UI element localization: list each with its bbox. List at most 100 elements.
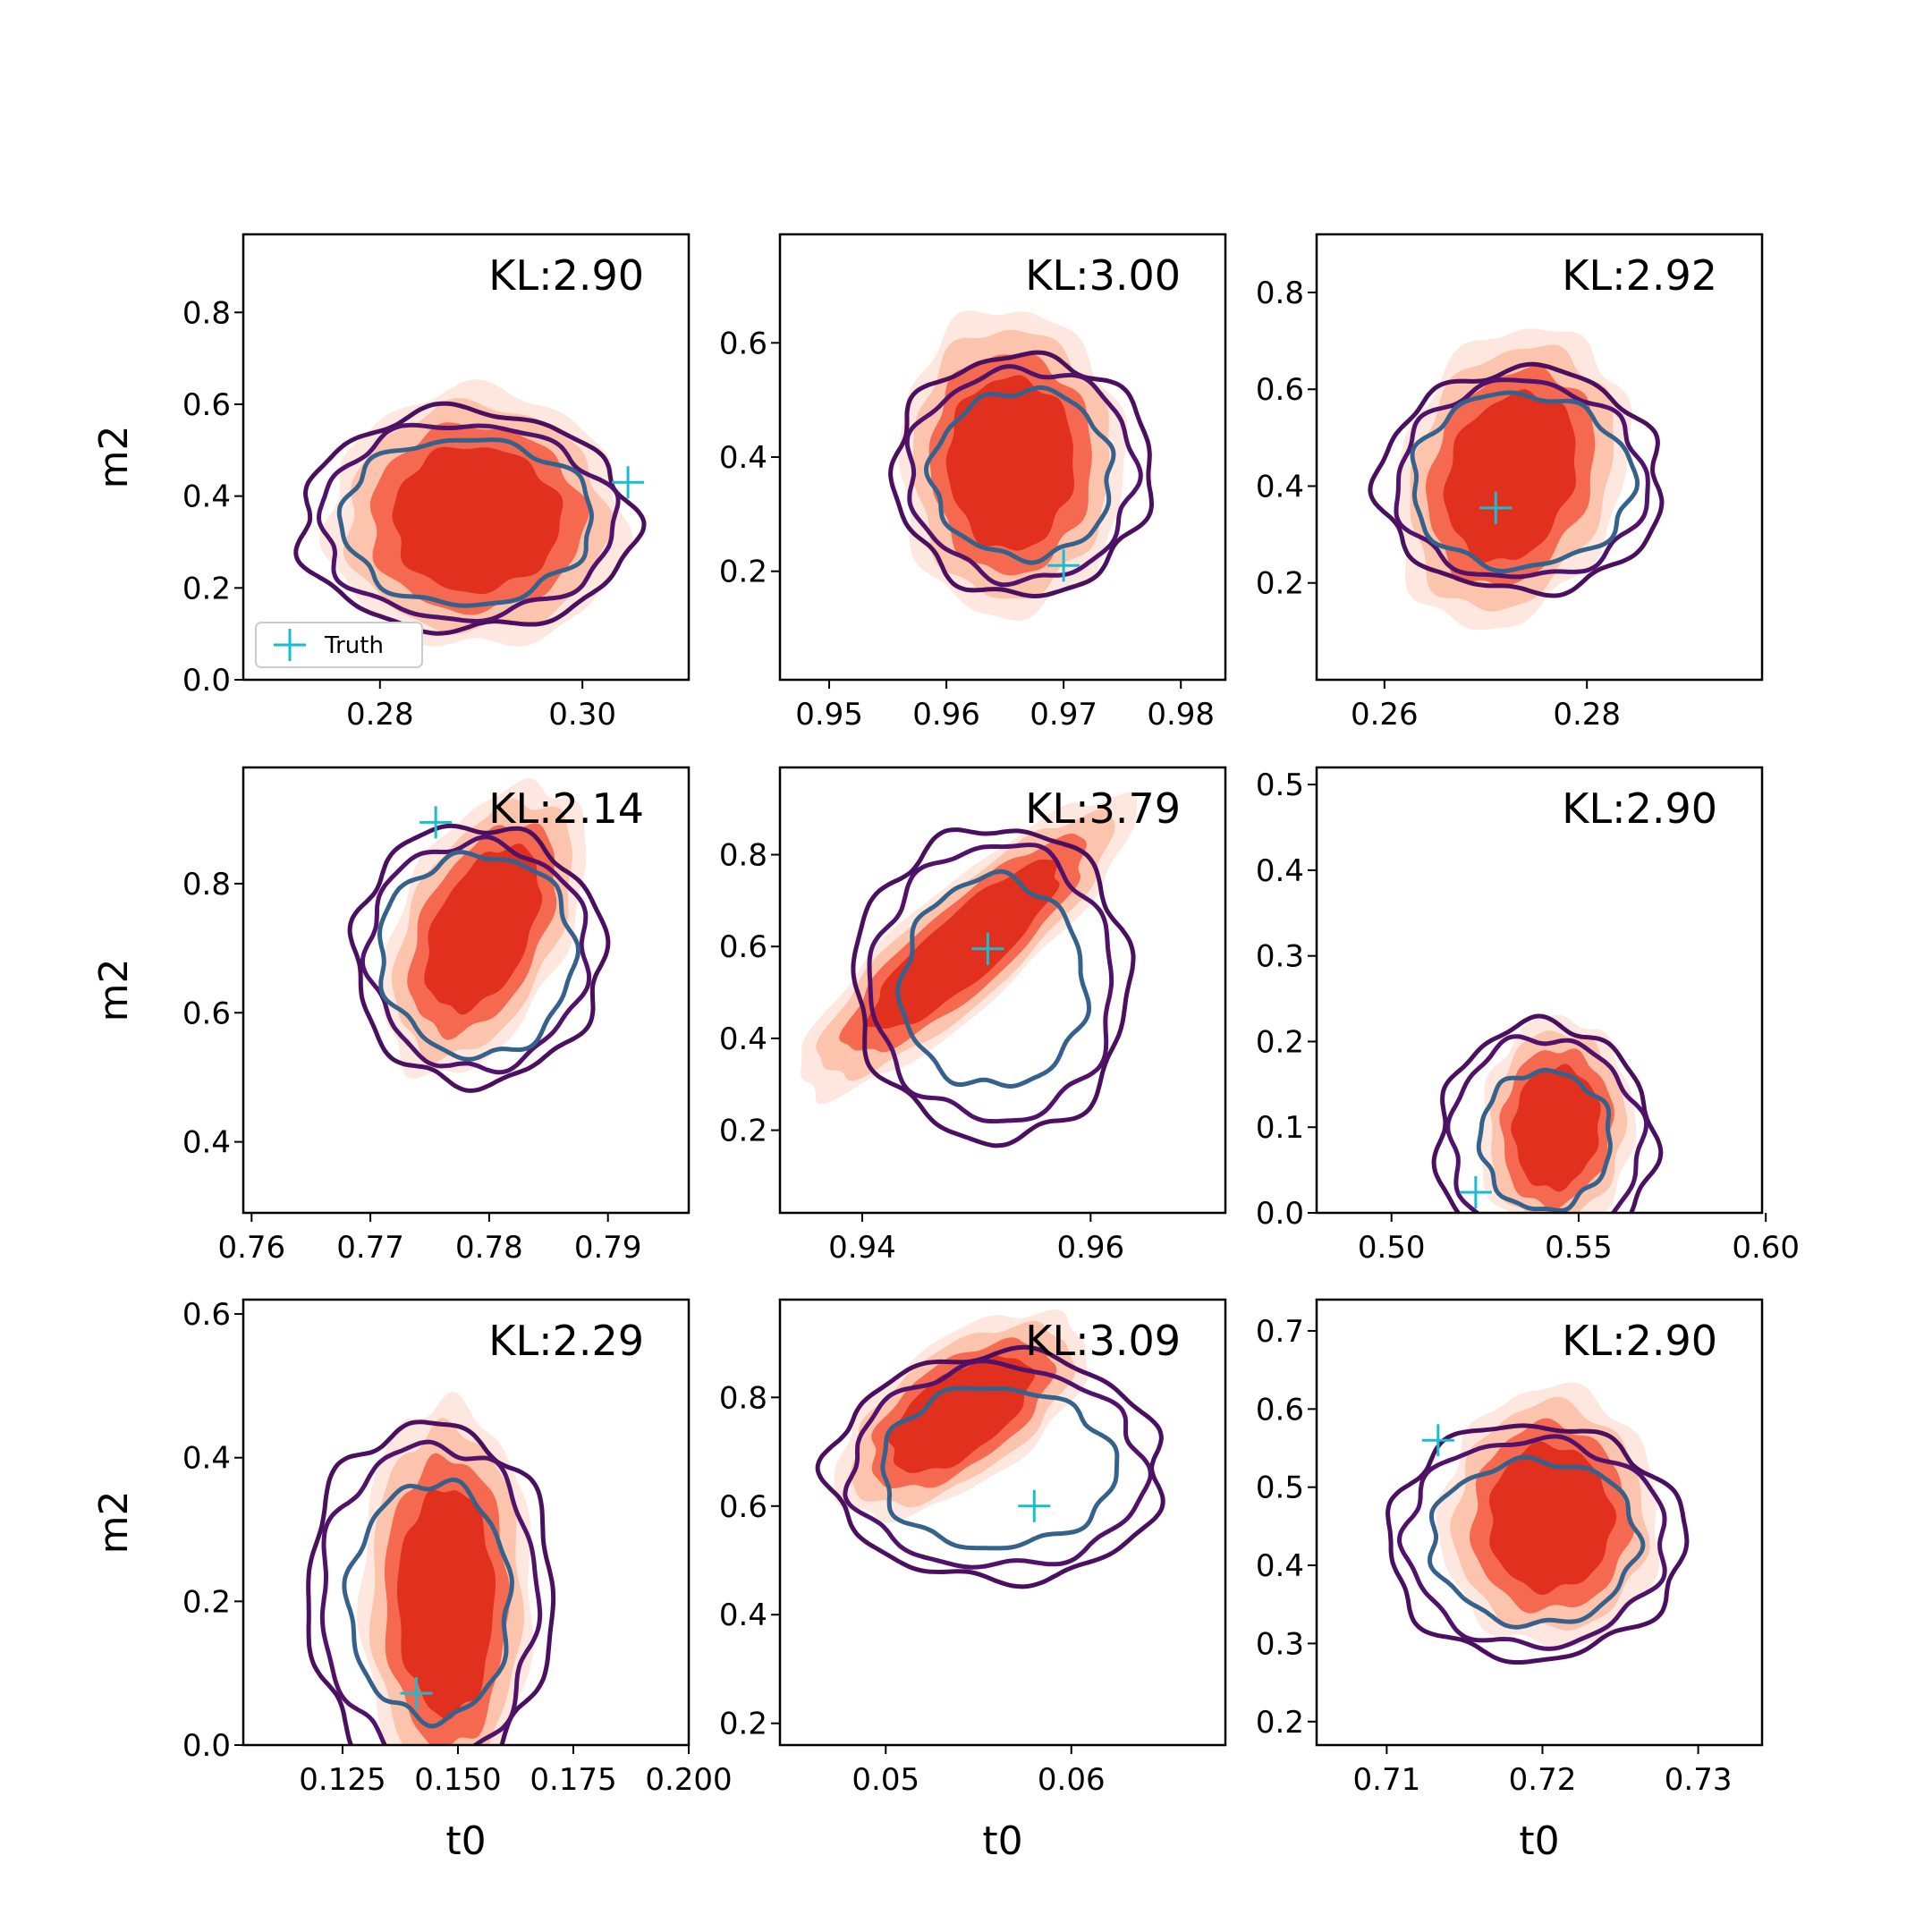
reference-contour-inner [895, 869, 1092, 1089]
x-tick-label: 0.60 [1732, 1230, 1800, 1266]
x-tick-label: 0.28 [1553, 697, 1621, 733]
plot-area [1431, 1013, 1664, 1213]
x-tick-label: 0.175 [530, 1762, 616, 1798]
subplot-1: 0.28 0.30 0.0 0.2 0.4 0.6 0.8 KL:2.90 m2 Truth [91, 233, 691, 733]
y-axis-label: m2 [91, 959, 137, 1022]
posterior-fill-level-4 [1443, 389, 1577, 564]
reference-contour-middle [904, 364, 1143, 588]
x-tick-label: 0.150 [414, 1762, 501, 1798]
x-tick-label: 0.94 [828, 1230, 896, 1266]
y-tick-label: 0.4 [1256, 1548, 1304, 1584]
kl-annotation: KL:3.00 [1025, 251, 1181, 300]
reference-contour-outer [347, 823, 611, 1093]
x-tick-label: 0.96 [912, 697, 980, 733]
kl-annotation: KL:2.92 [1562, 251, 1717, 300]
posterior-fill-level-4 [392, 446, 564, 595]
y-tick-label: 0.2 [1256, 1705, 1304, 1741]
reference-contour-inner [880, 1385, 1120, 1551]
y-tick-label: 0.4 [1256, 469, 1304, 504]
y-tick-label: 0.6 [182, 996, 231, 1031]
y-tick-label: 0.6 [1256, 1392, 1304, 1428]
y-tick-label: 0.8 [719, 838, 767, 874]
plot-area [347, 778, 611, 1093]
x-axis-label: t0 [445, 1818, 486, 1864]
axes-frame [1315, 233, 1764, 682]
y-axis-label: m2 [91, 1491, 137, 1555]
posterior-fill-level-4 [424, 843, 543, 1015]
reference-contour-middle [1394, 377, 1650, 580]
axes-frame [1315, 1298, 1764, 1747]
x-axis-label: t0 [1519, 1818, 1559, 1864]
y-tick-label: 0.4 [182, 1441, 231, 1477]
kl-annotation: KL:3.09 [1025, 1317, 1181, 1365]
x-tick-label: 0.72 [1509, 1762, 1577, 1798]
y-tick-label: 0.2 [719, 1707, 767, 1742]
reference-contour-inner [1410, 390, 1640, 574]
plot-area [888, 310, 1155, 622]
y-tick-label: 0.5 [1256, 767, 1304, 803]
reference-contour-middle [1445, 1034, 1649, 1213]
axes-frame [242, 233, 691, 682]
plot-area [1385, 1382, 1690, 1665]
y-tick-label: 0.4 [182, 479, 231, 515]
x-tick-label: 0.76 [217, 1230, 285, 1266]
posterior-fill-level-4 [1488, 1441, 1617, 1595]
y-tick-label: 0.7 [1256, 1314, 1304, 1350]
x-tick-label: 0.30 [548, 697, 616, 733]
reference-contour-inner [377, 850, 580, 1062]
legend: Truth [255, 622, 423, 668]
y-tick-label: 0.4 [182, 1125, 231, 1161]
x-tick-label: 0.95 [795, 697, 863, 733]
y-tick-label: 0.8 [182, 867, 231, 902]
y-tick-label: 0.0 [182, 663, 231, 699]
x-tick-label: 0.125 [299, 1762, 386, 1798]
reference-contour-outer [293, 401, 647, 636]
x-tick-label: 0.71 [1353, 1762, 1421, 1798]
y-tick-label: 0.6 [719, 326, 767, 361]
reference-contour-middle [867, 843, 1114, 1124]
subplot-8: 0.05 0.06 0.2 0.4 0.6 0.8 KL:3.09 t0 [719, 1298, 1227, 1864]
y-tick-label: 0.5 [1256, 1470, 1304, 1506]
subplot-2: 0.95 0.96 0.97 0.98 0.2 0.4 0.6 KL:3.00 [719, 233, 1227, 733]
x-tick-label: 0.05 [852, 1762, 919, 1798]
y-tick-label: 0.1 [1256, 1110, 1304, 1146]
y-tick-label: 0.8 [719, 1380, 767, 1416]
subplot-6: 0.50 0.55 0.60 0.0 0.1 0.2 0.3 0.4 0.5 KL:2.90 [1256, 766, 1800, 1266]
axes-frame [778, 766, 1227, 1215]
subplot-7: 0.125 0.150 0.175 0.200 0.0 0.2 0.4 0.6 KL:2.29 t… [91, 1297, 733, 1864]
posterior-fill-level-4 [887, 1354, 1036, 1473]
reference-contour-outer [1368, 361, 1665, 598]
axes-frame [242, 1298, 691, 1747]
x-axis-label: t0 [982, 1818, 1022, 1864]
subplot-3: 0.26 0.28 0.2 0.4 0.6 0.8 KL:2.92 [1256, 233, 1764, 733]
y-tick-label: 0.2 [1256, 1024, 1304, 1060]
x-tick-label: 0.06 [1038, 1762, 1106, 1798]
reference-contour-inner [1476, 1067, 1613, 1213]
y-tick-label: 0.3 [1256, 939, 1304, 975]
x-tick-label: 0.200 [645, 1762, 732, 1798]
x-tick-label: 0.28 [346, 697, 414, 733]
y-tick-label: 0.4 [719, 1597, 767, 1633]
kl-annotation: KL:3.79 [1025, 784, 1181, 833]
y-tick-label: 0.6 [719, 1489, 767, 1525]
reference-contour-outer [1431, 1013, 1664, 1213]
y-tick-label: 0.2 [1256, 566, 1304, 602]
legend-frame [255, 622, 423, 668]
axes-frame [242, 766, 691, 1215]
posterior-fill-level-4 [945, 375, 1075, 551]
reference-contour-inner [336, 437, 594, 608]
y-tick-label: 0.6 [1256, 372, 1304, 408]
subplot-9: 0.71 0.72 0.73 0.2 0.3 0.4 0.5 0.6 0.7 KL:2.90 t0 [1256, 1298, 1764, 1864]
posterior-fill-level-4 [396, 1489, 496, 1720]
y-tick-label: 0.2 [182, 571, 231, 606]
kl-annotation: KL:2.90 [1562, 784, 1717, 833]
x-tick-label: 0.26 [1351, 697, 1419, 733]
y-tick-label: 0.2 [719, 555, 767, 590]
y-tick-label: 0.6 [182, 1297, 231, 1333]
kl-annotation: KL:2.29 [488, 1317, 644, 1365]
posterior-fill-level-4 [865, 859, 1060, 1030]
y-tick-label: 0.4 [1256, 853, 1304, 889]
reference-contour-inner [342, 1477, 514, 1729]
y-axis-label: m2 [91, 426, 137, 489]
